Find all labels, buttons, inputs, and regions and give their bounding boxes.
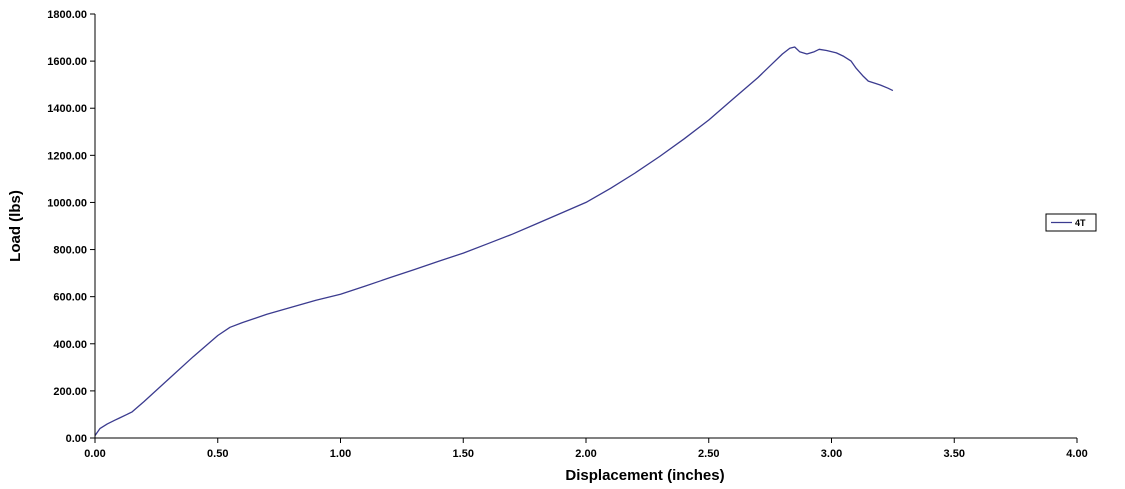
series-line-4T (94, 46, 894, 436)
y-tick-label: 1600.00 (47, 56, 87, 68)
x-tick-label: 3.50 (944, 448, 965, 460)
y-tick-label: 1800.00 (47, 9, 87, 21)
x-tick-label: 1.50 (453, 448, 474, 460)
x-tick-label: 3.00 (821, 448, 842, 460)
x-tick-label: 0.50 (207, 448, 228, 460)
y-axis-title: Load (lbs) (7, 190, 24, 262)
y-tick-label: 800.00 (53, 245, 87, 257)
y-tick-label: 400.00 (53, 339, 87, 351)
y-tick-label: 0.00 (66, 433, 87, 445)
y-tick-label: 1400.00 (47, 103, 87, 115)
axes: 0.00 0.50 1.00 1.50 2.00 2.50 3.00 3.50 4.00 0.00… (47, 9, 1087, 460)
plot-area (94, 46, 894, 436)
y-tick-label: 600.00 (53, 292, 87, 304)
x-tick-label: 0.00 (84, 448, 105, 460)
x-tick-label: 2.50 (698, 448, 719, 460)
x-axis-title: Displacement (inches) (565, 467, 724, 484)
x-tick-label: 4.00 (1066, 448, 1087, 460)
y-tick-label: 1000.00 (47, 197, 87, 209)
legend: 4T (1045, 213, 1097, 232)
y-tick-label: 1200.00 (47, 150, 87, 162)
y-tick-label: 200.00 (53, 386, 87, 398)
x-tick-label: 1.00 (330, 448, 351, 460)
x-tick-label: 2.00 (575, 448, 596, 460)
legend-label: 4T (1075, 218, 1086, 228)
